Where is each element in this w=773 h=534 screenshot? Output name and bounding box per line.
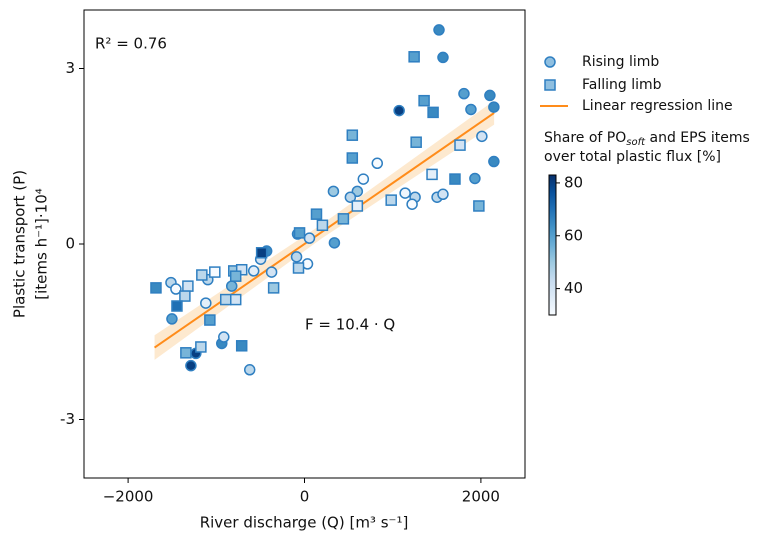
legend-label: Falling limb (582, 77, 662, 93)
circle-point (406, 198, 418, 210)
circle-point (344, 191, 357, 203)
square-point (229, 270, 242, 282)
circle-point (185, 359, 197, 372)
plot-area (150, 24, 500, 376)
r2-annotation: R² = 0.76 (95, 35, 167, 53)
circle-point (200, 297, 212, 309)
circle-point (393, 104, 405, 117)
square-point (235, 340, 248, 352)
square-point (418, 94, 430, 107)
circle-point (357, 173, 370, 185)
circle-point (247, 265, 260, 277)
square-point (219, 293, 232, 306)
colorbar-title: over total plastic flux [%] (544, 149, 721, 165)
circle-point (484, 89, 496, 102)
circle-point (243, 364, 256, 376)
y-axis-label: Plastic transport (P) (11, 170, 29, 318)
square-point (410, 136, 422, 148)
x-tick-label: 2000 (462, 488, 500, 506)
colorbar-title: Share of POsoft and EPS items (544, 130, 750, 148)
circle-point (170, 283, 182, 295)
colorbar (548, 174, 557, 316)
square-point (346, 129, 359, 141)
circle-point (225, 280, 238, 292)
y-tick-label: -3 (60, 410, 75, 428)
square-point (385, 194, 397, 206)
square-point (255, 247, 268, 259)
circle-point (371, 157, 384, 170)
square-point (454, 139, 466, 151)
circle-point (437, 51, 449, 64)
x-tick-label: −2000 (103, 488, 154, 506)
legend-marker (544, 56, 556, 68)
square-point (426, 168, 438, 181)
colorbar-tick-label: 60 (564, 226, 583, 244)
circle-point (166, 313, 178, 325)
square-point (180, 347, 192, 359)
circle-point (265, 266, 278, 278)
square-point (267, 282, 280, 294)
square-point (473, 200, 485, 212)
legend-label: Rising limb (582, 54, 659, 70)
square-point (196, 269, 208, 281)
x-axis-label: River discharge (Q) [m³ s⁻¹] (200, 514, 409, 532)
square-point (179, 290, 191, 302)
square-point (204, 314, 216, 326)
colorbar-title-part: Share of PO (544, 130, 626, 146)
y-tick-label: 0 (65, 235, 75, 253)
circle-point (469, 172, 481, 185)
circle-point (328, 237, 341, 249)
square-point (449, 173, 461, 185)
square-point (235, 263, 248, 276)
colorbar-title-part: soft (626, 137, 646, 148)
square-point (316, 219, 329, 232)
circle-point (303, 232, 316, 244)
circle-point (476, 130, 488, 143)
circle-point (458, 87, 470, 100)
square-point (150, 282, 162, 294)
circle-point (433, 24, 445, 36)
circle-point (437, 188, 449, 201)
equation-annotation: F = 10.4 · Q (305, 316, 395, 334)
y-axis-label: [items h⁻¹]·10⁴ (33, 188, 51, 299)
circle-point (488, 101, 500, 113)
square-point (351, 200, 364, 212)
colorbar-title-part: and EPS items (645, 130, 750, 146)
x-tick-label: 0 (300, 488, 310, 506)
circle-point (465, 103, 477, 116)
square-point (171, 300, 183, 312)
square-point (292, 262, 305, 274)
circle-point (488, 155, 500, 168)
circle-point (399, 187, 411, 199)
colorbar-tick-label: 80 (564, 173, 583, 191)
circle-point (218, 331, 230, 343)
square-point (310, 208, 323, 220)
square-point (182, 280, 194, 292)
circle-point (327, 185, 340, 198)
square-point (209, 266, 221, 278)
square-point (337, 213, 350, 225)
colorbar-tick-label: 40 (564, 279, 583, 297)
square-point (229, 293, 242, 306)
square-point (346, 152, 359, 164)
legend-label: Linear regression line (582, 98, 733, 114)
legend-marker (544, 79, 556, 91)
square-point (293, 227, 306, 239)
square-point (427, 106, 439, 119)
square-point (195, 341, 207, 353)
y-tick-label: 3 (65, 59, 75, 77)
square-point (408, 51, 420, 63)
circle-point (290, 251, 303, 263)
